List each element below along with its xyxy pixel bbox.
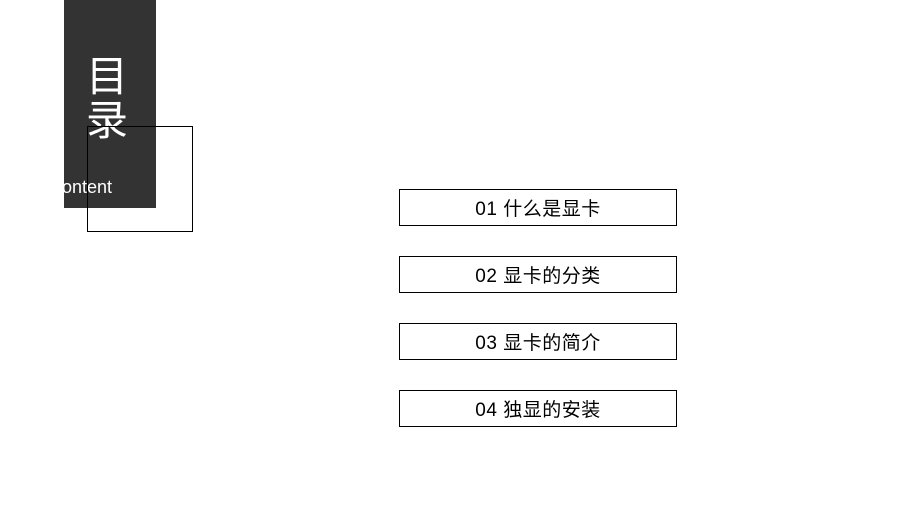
toc-label-04: 04 独显的安装: [475, 395, 600, 422]
toc-row-04: 04 独显的安装: [399, 390, 677, 427]
title-cn-char-1: 目: [86, 56, 128, 98]
header-outline-box: [87, 126, 193, 232]
toc-row-01: 01 什么是显卡: [399, 189, 677, 226]
toc-label-02: 02 显卡的分类: [475, 261, 600, 288]
toc-row-03: 03 显卡的简介: [399, 323, 677, 360]
toc-row-02: 02 显卡的分类: [399, 256, 677, 293]
toc-label-03: 03 显卡的简介: [475, 328, 600, 355]
toc-label-01: 01 什么是显卡: [475, 194, 600, 221]
